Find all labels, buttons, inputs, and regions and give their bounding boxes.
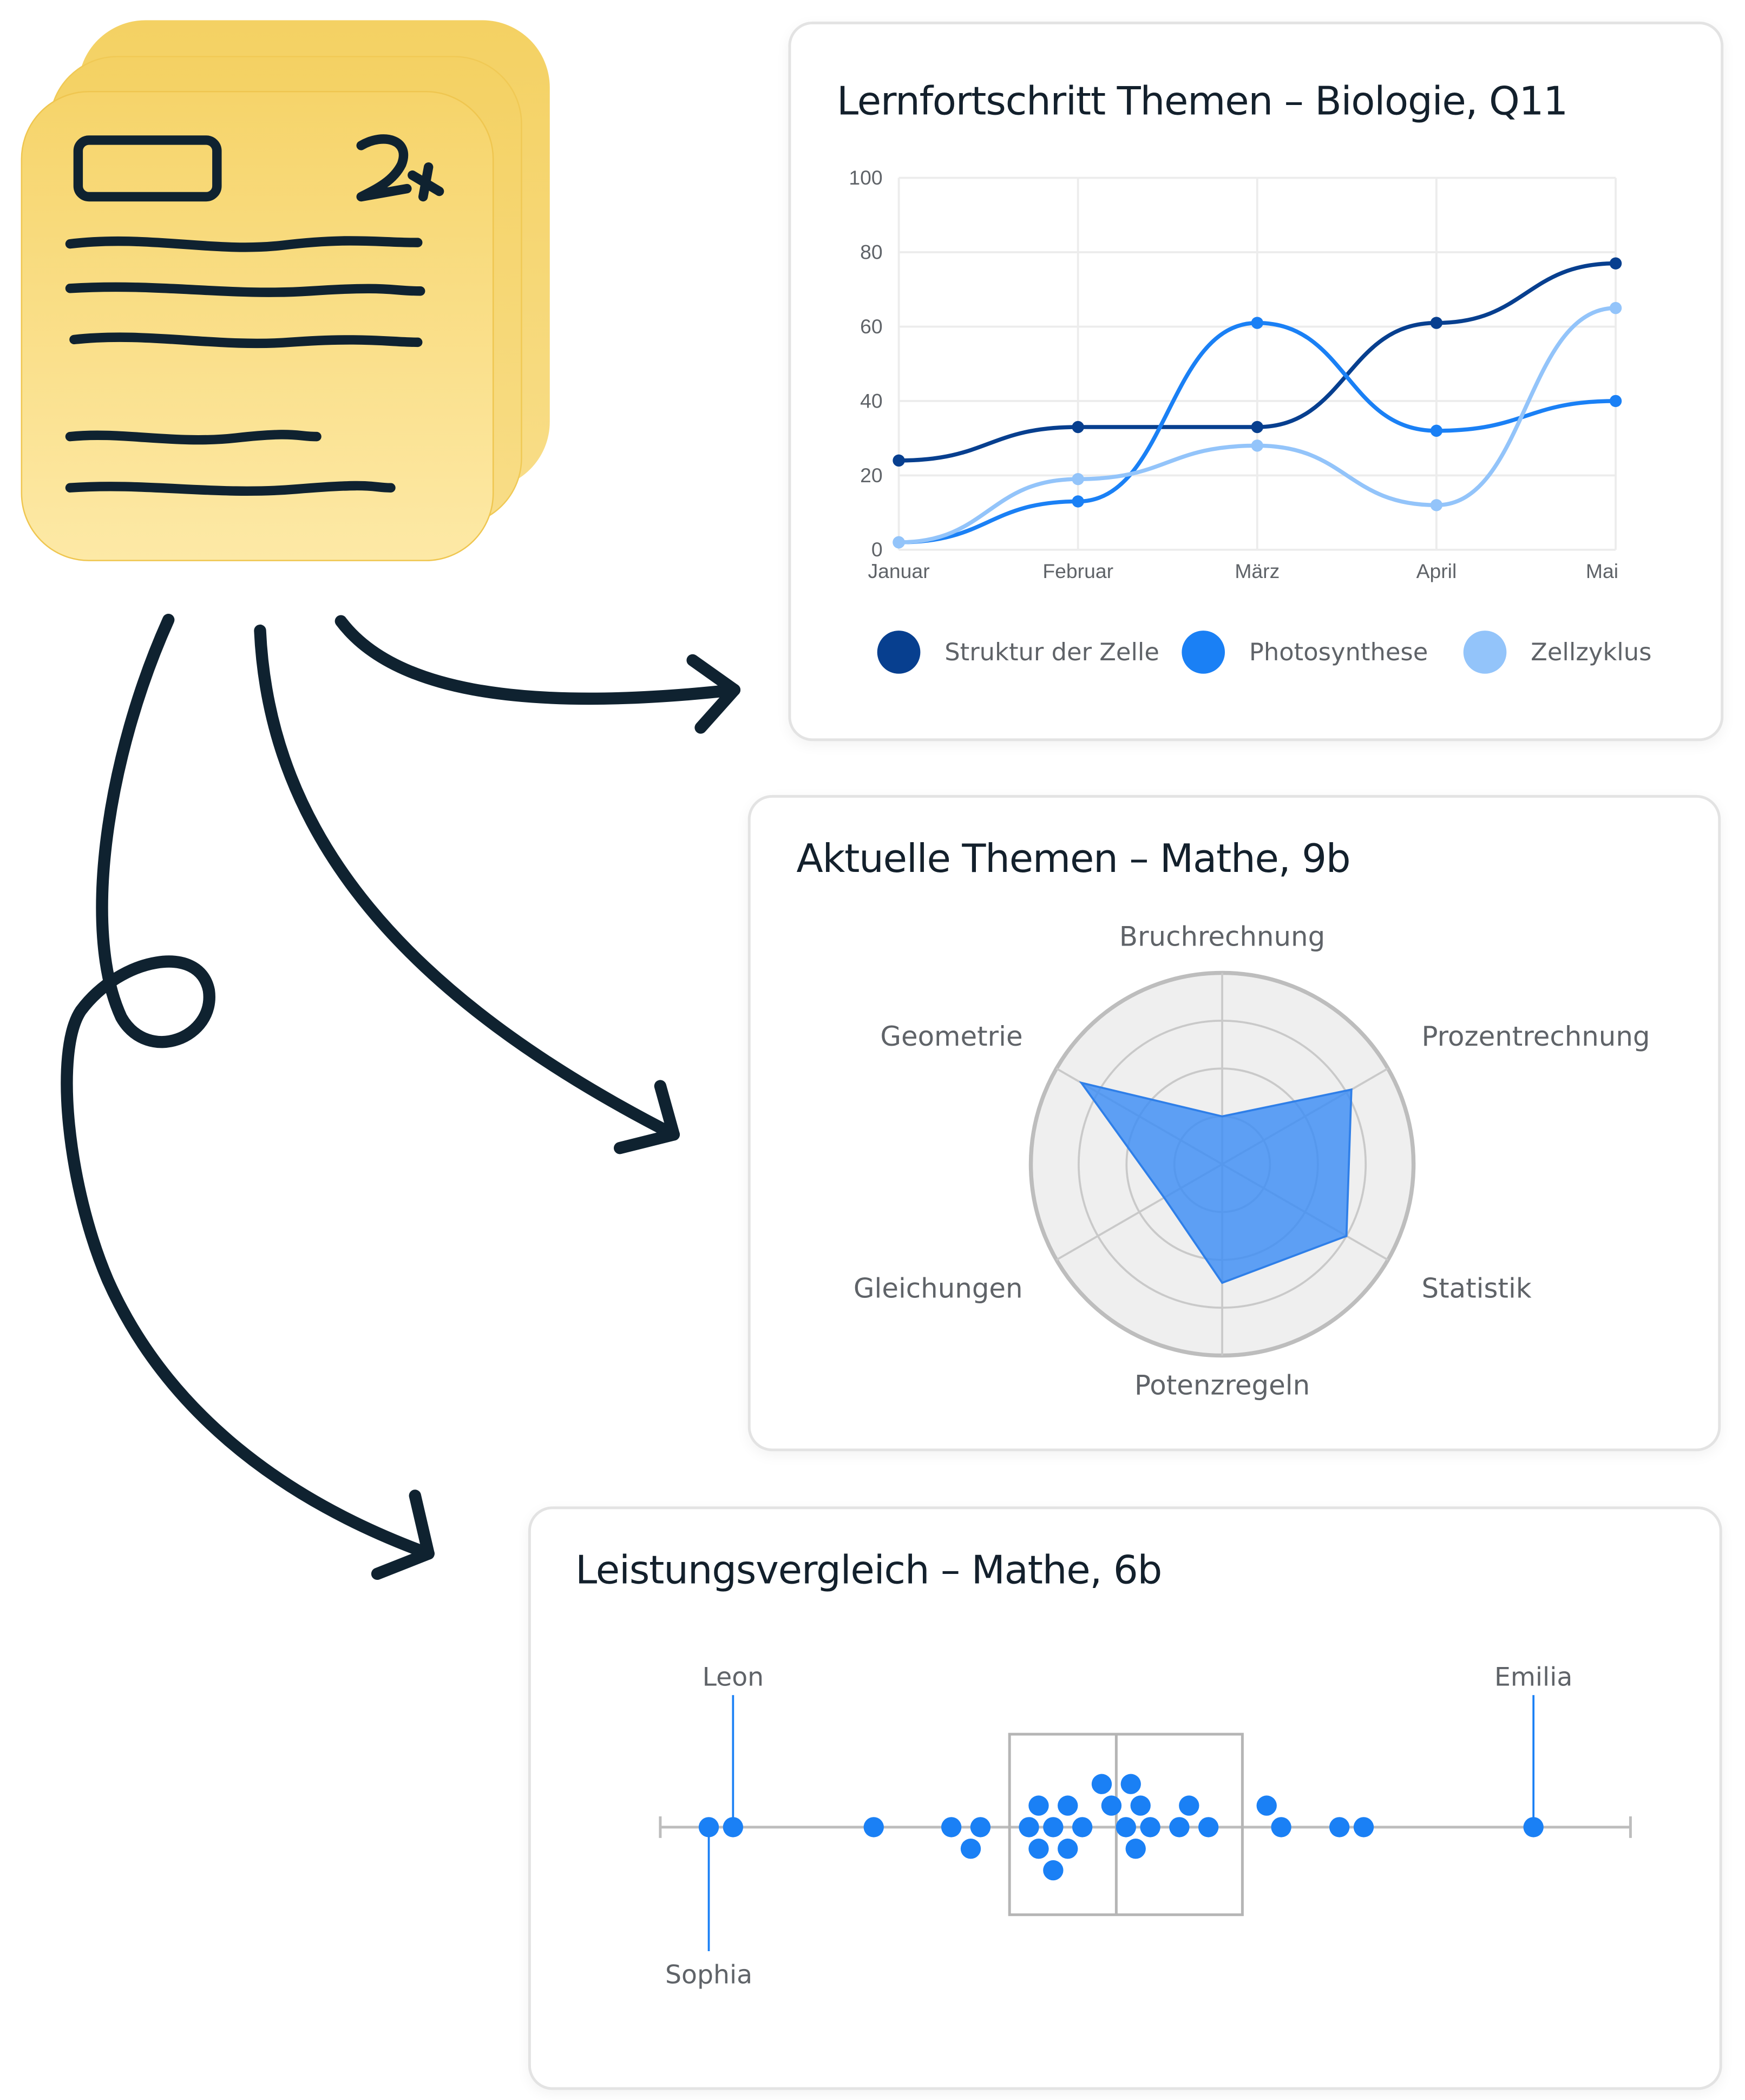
annotation-label: Emilia [1494, 1662, 1572, 1692]
data-point [1072, 1817, 1093, 1837]
data-point [1043, 1817, 1064, 1837]
radar-chart-title: Aktuelle Themen – Mathe, 9b [796, 835, 1350, 882]
data-point [893, 536, 905, 549]
strip-chart-title: Leistungsvergleich – Mathe, 6b [575, 1547, 1162, 1593]
box-iqr [1008, 1732, 1244, 1917]
x-tick-label: April [1416, 560, 1457, 582]
data-point [970, 1817, 991, 1837]
data-point [1430, 424, 1443, 437]
data-point [1329, 1817, 1350, 1837]
data-point [1125, 1839, 1146, 1859]
data-point [1430, 499, 1443, 511]
data-point [863, 1817, 884, 1837]
data-point [1019, 1817, 1039, 1837]
data-point [1028, 1839, 1049, 1859]
radar-area [1079, 1081, 1353, 1284]
data-point [1072, 472, 1084, 485]
data-point [960, 1839, 981, 1859]
radar-axis-label: Potenzregeln [1134, 1370, 1310, 1401]
x-tick-label: Februar [1042, 560, 1113, 582]
data-point [941, 1817, 962, 1837]
arrow-to-strip-chart [61, 614, 435, 1560]
data-point [1271, 1817, 1291, 1837]
data-point [1043, 1860, 1064, 1881]
legend-marker [1463, 631, 1507, 674]
data-point [1169, 1817, 1190, 1837]
arrow-to-line-chart [334, 615, 741, 705]
data-point [1116, 1817, 1136, 1837]
radar-chart-card: Aktuelle Themen – Mathe, 9b Bruchrechnun… [747, 795, 1721, 1452]
data-point [1120, 1774, 1141, 1794]
data-point [1609, 257, 1622, 270]
strip-chart-card: Leistungsvergleich – Mathe, 6b Leon Emili… [528, 1506, 1722, 2090]
radar-axis-label: Bruchrechnung [1119, 921, 1325, 953]
data-point [893, 454, 905, 467]
arrow-head-3 [371, 1489, 435, 1580]
arrow-to-radar-chart [254, 624, 680, 1141]
annotation-label: Sophia [665, 1960, 752, 1990]
data-point [1609, 395, 1622, 408]
data-point [1251, 317, 1263, 329]
legend-label: Photosynthese [1249, 638, 1428, 666]
data-point [723, 1817, 744, 1837]
data-point [1091, 1774, 1112, 1794]
stacked-notes-icon [21, 20, 550, 561]
series-line [898, 306, 1616, 544]
data-point [1140, 1817, 1160, 1837]
data-point [1256, 1795, 1277, 1816]
y-tick-label: 40 [860, 389, 883, 412]
y-tick-label: 0 [871, 538, 883, 561]
line-chart-title: Lernfortschritt Themen – Biologie, Q11 [837, 78, 1568, 124]
legend-marker [877, 631, 921, 674]
legend-label: Zellzyklus [1531, 638, 1651, 666]
data-point [1251, 421, 1263, 434]
data-point [1101, 1795, 1122, 1816]
data-point [1028, 1795, 1049, 1816]
legend-label: Struktur der Zelle [944, 638, 1159, 666]
data-point [1430, 317, 1443, 329]
x-tick-label: März [1235, 560, 1280, 582]
data-point [1179, 1795, 1199, 1816]
data-point [1058, 1839, 1078, 1859]
data-point [698, 1817, 719, 1837]
data-point [1130, 1795, 1151, 1816]
legend-marker [1182, 631, 1225, 674]
y-tick-label: 100 [849, 166, 882, 189]
data-point [1609, 301, 1622, 314]
line-chart-card: Lernfortschritt Themen – Biologie, Q11 0… [788, 21, 1724, 741]
radar-chart: Bruchrechnung Prozentrechnung Statistik Pot… [854, 921, 1650, 1401]
data-point [1198, 1817, 1219, 1837]
radar-axis-label: Statistik [1422, 1272, 1532, 1304]
radar-axis-label: Prozentrechnung [1422, 1021, 1650, 1052]
x-tick-label: Mai [1586, 560, 1618, 582]
y-tick-label: 80 [860, 241, 883, 264]
annotation-label: Leon [703, 1662, 764, 1692]
arrow-head-1 [686, 654, 741, 734]
radar-axis-label: Gleichungen [854, 1272, 1023, 1304]
data-point [1072, 495, 1084, 508]
strip-chart: Leon Emilia Sophia [659, 1662, 1632, 1990]
y-tick-label: 60 [860, 315, 883, 338]
x-tick-label: Januar [868, 560, 929, 582]
data-point [1353, 1817, 1374, 1837]
series-line [898, 261, 1616, 463]
data-point [1058, 1795, 1078, 1816]
y-tick-label: 20 [860, 464, 883, 487]
radar-axis-label: Geometrie [880, 1021, 1022, 1052]
data-point [1251, 439, 1263, 452]
arrow-head-2 [614, 1080, 680, 1154]
data-point [1523, 1817, 1544, 1837]
line-chart: 0 20 40 60 80 100 Januar Februar März April Mai Str… [849, 166, 1651, 674]
data-point [1072, 421, 1084, 434]
